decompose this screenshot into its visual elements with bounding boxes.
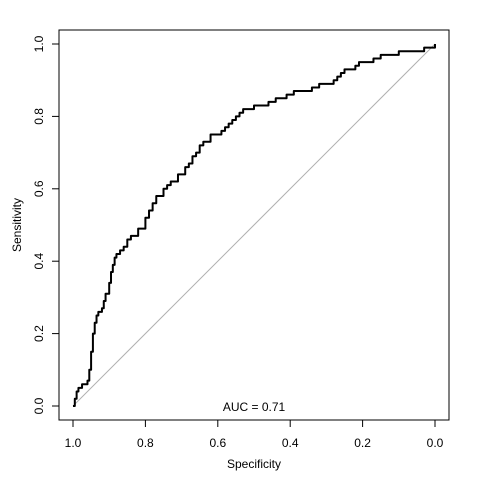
auc-annotation: AUC = 0.71 bbox=[223, 400, 286, 414]
y-tick-label: 0.0 bbox=[32, 397, 46, 414]
x-tick-label: 0.0 bbox=[427, 436, 444, 450]
y-tick-label: 0.2 bbox=[32, 325, 46, 342]
y-tick-label: 0.8 bbox=[32, 108, 46, 125]
y-tick-label: 0.4 bbox=[32, 253, 46, 270]
x-tick-label: 0.2 bbox=[354, 436, 371, 450]
x-tick-label: 0.8 bbox=[137, 436, 154, 450]
reference-diagonal bbox=[72, 43, 436, 407]
y-tick-label: 0.6 bbox=[32, 180, 46, 197]
roc-curve-line bbox=[73, 44, 436, 407]
x-tick-label: 1.0 bbox=[65, 436, 82, 450]
plot-layer bbox=[72, 43, 436, 407]
plot-frame bbox=[58, 29, 450, 421]
x-tick-label: 0.6 bbox=[209, 436, 226, 450]
x-tick-label: 0.4 bbox=[282, 436, 299, 450]
y-tick-label: 1.0 bbox=[32, 35, 46, 52]
y-axis-title: Sensitivity bbox=[10, 198, 24, 252]
x-axis-title: Specificity bbox=[227, 457, 281, 471]
